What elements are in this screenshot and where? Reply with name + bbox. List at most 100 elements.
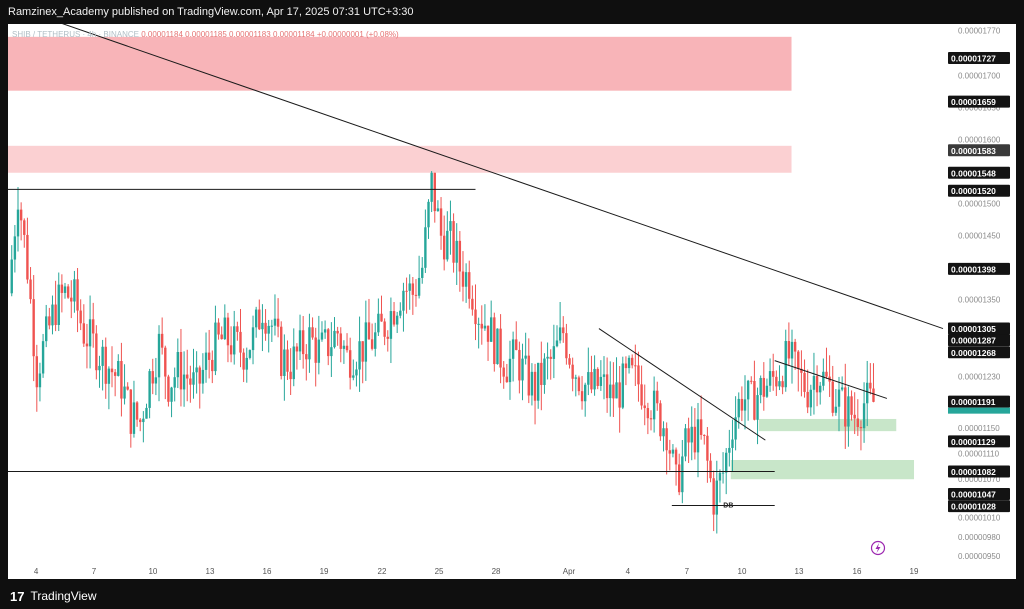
candle-body	[66, 286, 70, 298]
candle-body	[837, 389, 841, 407]
candle-body	[822, 371, 825, 386]
candle-body	[518, 349, 521, 381]
price-axis[interactable]: 0.00001770 0.00001700 0.00001650 0.00001600…	[948, 26, 1010, 561]
time-axis[interactable]: 4 7 10 13 16 19 22 25 28 Apr 4 7 10 13 16 19	[34, 567, 919, 576]
candle-body	[656, 390, 659, 404]
legend-high: 0.00001185	[183, 30, 227, 39]
legend-change: +0.00000001 (+0.08%)	[315, 30, 399, 39]
candle-body	[424, 227, 427, 268]
candle-body	[781, 381, 784, 388]
candle-body	[596, 368, 599, 386]
candle-body	[765, 385, 769, 397]
candle-body	[775, 376, 778, 387]
time-tick-label: 28	[492, 567, 501, 576]
legend-open: 0.00001184	[139, 30, 183, 39]
candle-body	[778, 381, 781, 387]
candle-body	[728, 447, 731, 453]
candle-body	[95, 333, 98, 371]
candle-body	[392, 311, 396, 325]
candle-body	[292, 346, 295, 380]
tradingview-logo-icon[interactable]: 17	[10, 589, 25, 604]
candle-body	[201, 369, 205, 384]
candle-body	[505, 376, 509, 383]
candle-body	[433, 172, 436, 212]
candle-body	[493, 317, 496, 365]
candle-body	[637, 365, 640, 385]
candle-body	[336, 330, 339, 334]
candle-body	[671, 449, 675, 454]
price-tick-label: 0.00001700	[958, 71, 1001, 80]
candle-body	[195, 367, 198, 373]
candle-body	[690, 426, 693, 443]
candle-body	[809, 389, 813, 408]
candle-body	[298, 330, 302, 352]
candle-body	[333, 330, 336, 348]
candle-body	[737, 398, 740, 418]
candle-body	[204, 352, 208, 370]
candle-body	[13, 236, 17, 260]
candle-body	[624, 363, 628, 369]
candle-body	[129, 389, 133, 434]
candle-body	[380, 313, 383, 322]
chart-extras	[870, 540, 886, 556]
candle-body	[148, 371, 151, 408]
candle-body	[142, 418, 145, 423]
candle-body	[29, 279, 32, 300]
candle-body	[214, 322, 217, 372]
price-label-box	[948, 435, 1010, 448]
candle-body	[223, 317, 227, 340]
candle-body	[540, 362, 543, 385]
price-label-box	[948, 395, 1010, 408]
price-label-box	[948, 262, 1010, 275]
footer-brand[interactable]: TradingView	[30, 589, 97, 603]
time-tick-label: 4	[34, 567, 39, 576]
candle-body	[800, 368, 803, 373]
candle-body	[267, 325, 270, 334]
zones-layer	[8, 36, 915, 480]
price-tick-label: 0.00001450	[958, 232, 1001, 241]
candle-body	[552, 346, 556, 359]
candle-body	[615, 382, 618, 399]
price-label-text: 0.00001082	[951, 467, 996, 477]
drawing-lines-layer: DB	[7, 4, 944, 509]
candle-body	[38, 373, 42, 388]
candle-body	[261, 322, 264, 330]
candle-body	[480, 323, 483, 329]
candle-body	[54, 304, 57, 325]
candle-body	[696, 419, 700, 453]
time-tick-label: 16	[853, 567, 862, 576]
candle-body	[352, 375, 355, 378]
candle-body	[63, 286, 67, 293]
price-label-text: 0.00001028	[951, 502, 996, 512]
price-label-box	[948, 346, 1010, 359]
candle-body	[546, 356, 549, 359]
candle-body	[270, 325, 274, 327]
candle-body	[521, 358, 524, 381]
price-label-box	[948, 487, 1010, 500]
candle-body	[395, 315, 399, 325]
candle-body	[703, 434, 706, 436]
price-label-text: 0.00001191	[951, 397, 996, 407]
candle-body	[264, 322, 267, 334]
candle-body	[198, 367, 201, 384]
time-tick-label: 7	[685, 567, 690, 576]
candle-body	[19, 209, 23, 221]
candle-body	[706, 435, 709, 461]
candle-body	[577, 377, 581, 392]
candle-body	[254, 309, 258, 328]
candle-body	[236, 326, 239, 332]
candle-body	[76, 279, 79, 311]
candle-body	[179, 352, 183, 390]
candle-body	[41, 341, 45, 374]
candle-body	[145, 407, 148, 419]
candle-body	[599, 376, 603, 386]
candle-body	[10, 259, 13, 294]
price-label-box	[948, 144, 1010, 157]
candle-body	[844, 387, 847, 427]
legend-low: 0.00001183	[227, 30, 271, 39]
candle-body	[402, 290, 405, 311]
candle-body	[276, 318, 280, 327]
candle-body	[320, 332, 324, 340]
price-chart[interactable]: DB SHIB / TETHERUS · 4h · BINANCE 0.0000…	[7, 4, 1016, 579]
price-tick-label: 0.00001350	[958, 296, 1001, 305]
